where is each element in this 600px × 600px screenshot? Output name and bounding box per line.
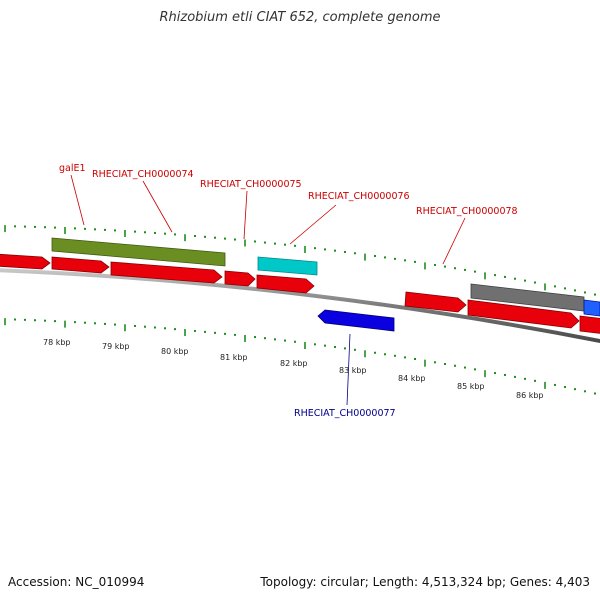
gene-label-RHECIAT_CH0000074[interactable]: RHECIAT_CH0000074 <box>92 169 194 180</box>
kbp-label: 82 kbp <box>280 359 308 368</box>
genome-backbone <box>0 268 600 344</box>
inner-tick-row <box>4 318 596 395</box>
kbp-label: 81 kbp <box>220 353 248 362</box>
feature-galE1-region[interactable] <box>51 237 226 267</box>
label-leaders <box>70 174 466 406</box>
accession-text: Accession: NC_010994 <box>8 575 145 589</box>
gene-label-galE1[interactable]: galE1 <box>59 163 86 174</box>
kbp-label: 83 kbp <box>339 366 367 375</box>
gene-label-RHECIAT_CH0000077[interactable]: RHECIAT_CH0000077 <box>294 408 396 419</box>
cds-arrow[interactable] <box>110 261 223 284</box>
cds-arrow[interactable] <box>0 253 51 270</box>
cds-arrow[interactable] <box>256 274 315 294</box>
kbp-label: 84 kbp <box>398 374 426 383</box>
kbp-label: 85 kbp <box>457 382 485 391</box>
feature-blue-edge[interactable] <box>583 299 600 317</box>
cds-arrow[interactable] <box>467 299 580 329</box>
kbp-labels: 78 kbp 79 kbp 80 kbp 81 kbp 82 kbp 83 kb… <box>43 338 544 400</box>
outer-tick-row <box>4 225 596 296</box>
cds-arrow[interactable] <box>51 256 110 274</box>
feature-RHECIAT_CH0000075-region[interactable] <box>257 256 318 276</box>
features <box>0 237 600 334</box>
cds-arrow[interactable] <box>404 291 467 313</box>
genome-summary-text: Topology: circular; Length: 4,513,324 bp… <box>260 575 590 589</box>
kbp-label: 86 kbp <box>516 391 544 400</box>
gene-label-RHECIAT_CH0000076[interactable]: RHECIAT_CH0000076 <box>308 191 410 202</box>
gene-label-RHECIAT_CH0000078[interactable]: RHECIAT_CH0000078 <box>416 206 518 217</box>
cds-arrow-reverse[interactable] <box>317 309 395 332</box>
page-title: Rhizobium etli CIAT 652, complete genome <box>159 10 441 25</box>
cds-arrow[interactable] <box>579 315 600 334</box>
kbp-label: 80 kbp <box>161 347 189 356</box>
kbp-label: 79 kbp <box>102 342 130 351</box>
gene-labels: galE1 RHECIAT_CH0000074 RHECIAT_CH000007… <box>59 163 518 419</box>
cds-arrow[interactable] <box>224 270 256 287</box>
gene-label-RHECIAT_CH0000075[interactable]: RHECIAT_CH0000075 <box>200 179 302 190</box>
kbp-label: 78 kbp <box>43 338 71 347</box>
